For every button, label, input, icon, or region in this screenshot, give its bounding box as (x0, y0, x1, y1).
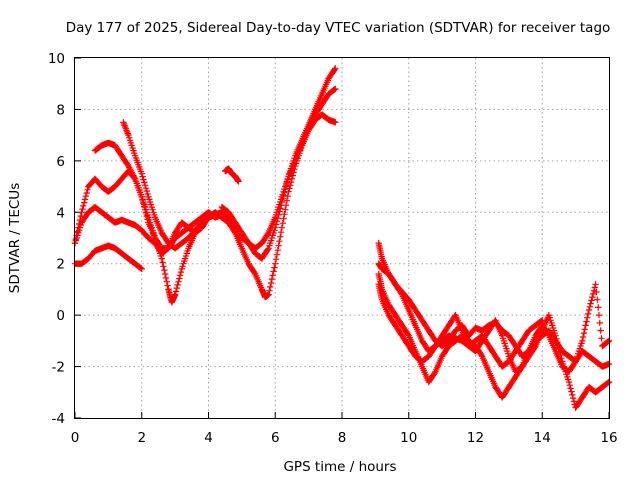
x-tick-label: 8 (338, 430, 347, 446)
plus-markers-track-f (222, 165, 242, 185)
y-tick-label: 0 (56, 308, 65, 324)
x-tick-label: 12 (467, 430, 484, 446)
plus-markers-track-c (71, 242, 145, 273)
series-track-l (375, 260, 613, 375)
y-tick-label: 10 (48, 51, 65, 67)
y-tick-label: 6 (56, 154, 65, 170)
y-axis-label: SDTVAR / TECUs (7, 183, 23, 293)
y-tick-label: 8 (56, 102, 65, 118)
plus-markers-track-l (375, 260, 613, 375)
series-track-k (375, 270, 613, 411)
plot-frame (74, 57, 610, 419)
x-tick-label: 4 (204, 430, 213, 446)
x-tick-label: 0 (71, 430, 80, 446)
x-tick-label: 2 (137, 430, 146, 446)
y-tick-label: -4 (52, 411, 65, 427)
series-track-f (222, 165, 242, 185)
y-tick-labels: -4 -2 0 2 4 6 8 10 (48, 51, 65, 427)
series-track-m (375, 281, 546, 370)
y-tick-label: 2 (56, 257, 65, 273)
series-track-i (218, 111, 339, 252)
x-tick-label: 6 (271, 430, 280, 446)
series-track-c (71, 242, 145, 273)
x-tick-label: 16 (600, 430, 617, 446)
y-tick-label: 4 (56, 205, 65, 221)
plus-markers-track-k (375, 270, 613, 411)
series-track-e (120, 119, 226, 252)
chart-title: Day 177 of 2025, Sidereal Day-to-day VTE… (66, 20, 611, 36)
plus-markers-track-i (218, 111, 339, 252)
data-marks (71, 65, 613, 411)
x-tick-label: 14 (534, 430, 551, 446)
x-tick-labels: 0 2 4 6 8 10 12 14 16 (71, 430, 618, 446)
y-tick-label: -2 (52, 360, 65, 376)
plus-markers-track-e (120, 119, 226, 252)
plus-markers-track-m (375, 281, 546, 370)
x-tick-label: 10 (400, 430, 417, 446)
x-axis-label: GPS time / hours (283, 459, 396, 475)
